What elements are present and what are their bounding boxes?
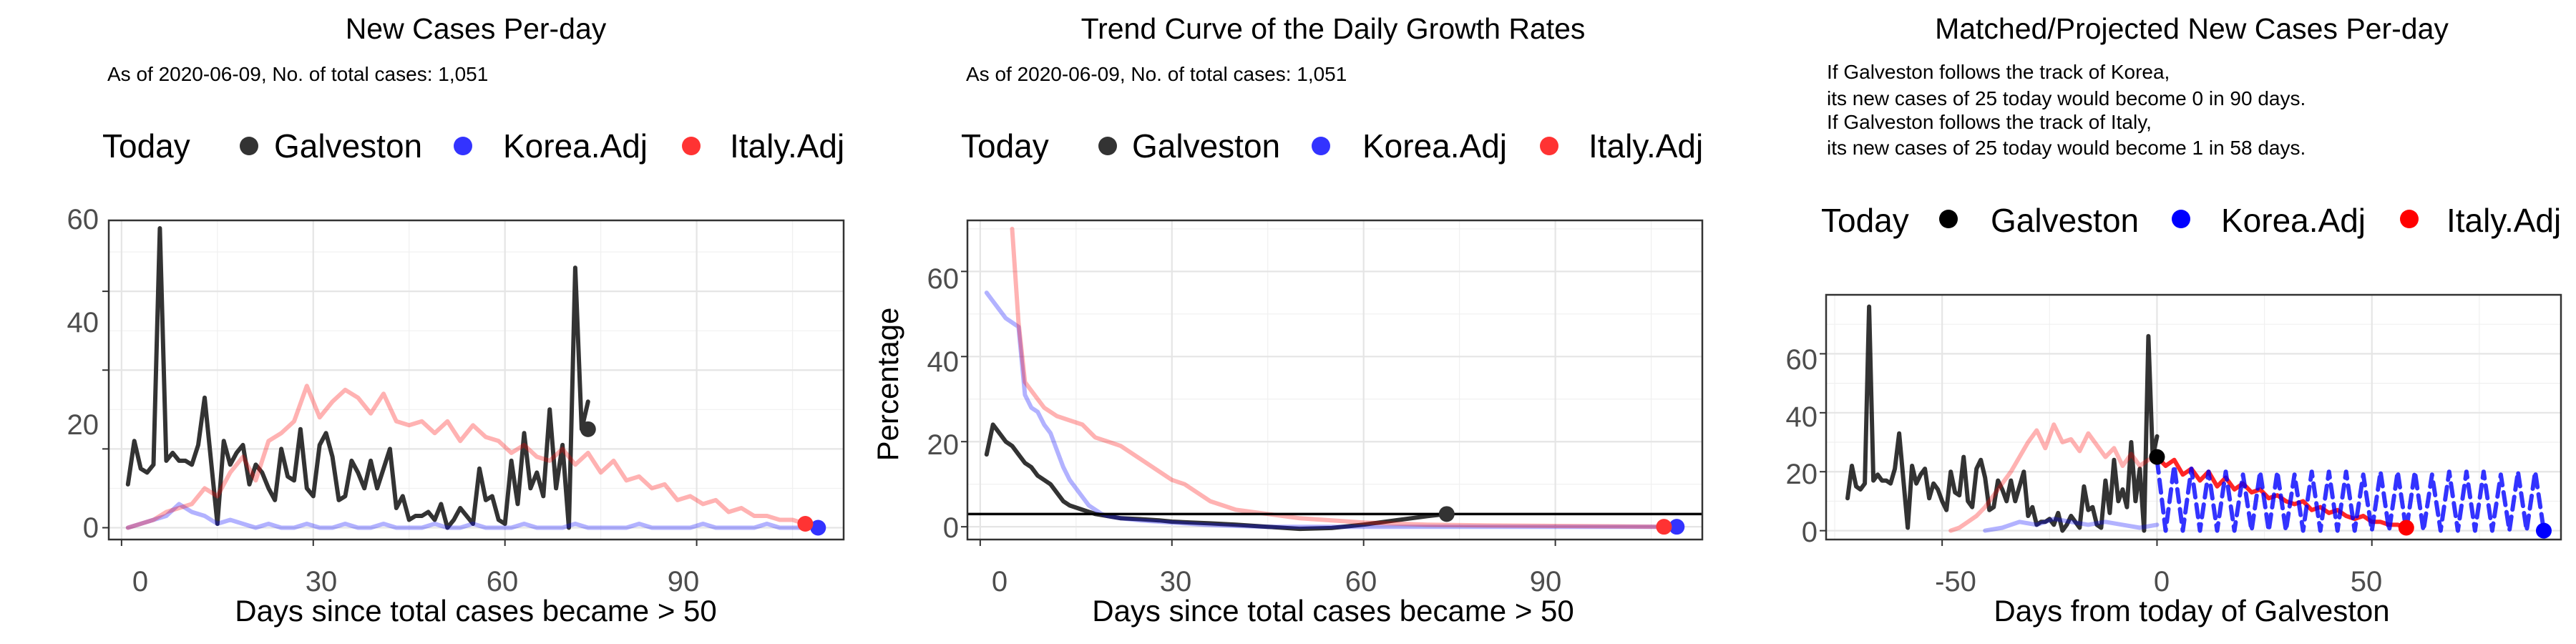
today-point-italy-adj bbox=[2398, 519, 2414, 536]
panel-3-series bbox=[1845, 304, 2546, 533]
panel-1-legend-korea-label: Korea.Adj bbox=[503, 127, 648, 165]
panel-2-grid bbox=[967, 220, 1702, 540]
today-point-korea-adj bbox=[810, 519, 826, 536]
panel-2-ylabel: Percentage bbox=[871, 308, 904, 462]
today-point-galveston bbox=[2149, 449, 2165, 465]
panel-2-legend-italy-label: Italy.Adj bbox=[1589, 127, 1703, 165]
panel-2-plot bbox=[961, 219, 1704, 546]
panel-3-ytick-60: 60 bbox=[1786, 344, 1818, 376]
series-line-italy-adj-matched bbox=[1948, 422, 2160, 533]
series-line-korea-adj-projected bbox=[2155, 457, 2546, 533]
panel-2-legend-title: Today bbox=[961, 127, 1049, 165]
series-line-galveston bbox=[1845, 304, 2160, 533]
panel-1-title: New Cases Per-day bbox=[346, 12, 607, 45]
panel-3-legend-galveston-key bbox=[1939, 210, 1958, 228]
panel-2-legend-korea-key bbox=[1312, 137, 1330, 155]
today-point-korea-adj bbox=[1669, 519, 1685, 535]
panel-2-legend-korea-label: Korea.Adj bbox=[1362, 127, 1507, 165]
panel-3-subtitle-line-4: its new cases of 25 today would become 1… bbox=[1827, 137, 2306, 159]
panel-3-xtick-neg50: -50 bbox=[1935, 566, 1976, 597]
panel-1-series bbox=[125, 226, 821, 530]
series-line-italy-adj bbox=[1010, 226, 1667, 530]
panel-1: New Cases Per-day As of 2020-06-09, No. … bbox=[67, 12, 845, 628]
panel-3-legend-italy-key bbox=[2400, 210, 2419, 228]
panel-2-xtick-60: 60 bbox=[1345, 566, 1377, 597]
panel-2-xtick-0: 0 bbox=[992, 566, 1008, 597]
panel-2-title: Trend Curve of the Daily Growth Rates bbox=[1081, 12, 1586, 45]
today-point-galveston bbox=[580, 421, 596, 437]
today-point-italy-adj bbox=[797, 515, 814, 532]
panel-2-xtick-30: 30 bbox=[1160, 566, 1192, 597]
today-point-galveston bbox=[1438, 506, 1455, 522]
panel-3-xtick-50: 50 bbox=[2351, 566, 2383, 597]
panel-3-plot bbox=[1820, 293, 2562, 546]
series-line-galveston bbox=[984, 422, 1449, 532]
panel-1-xtick-30: 30 bbox=[306, 566, 338, 597]
panel-3-subtitle-line-2: its new cases of 25 today would become 0… bbox=[1827, 87, 2306, 109]
panel-2-border bbox=[966, 219, 1704, 541]
panel-2-ytick-40: 40 bbox=[927, 346, 960, 378]
panel-2-subtitle: As of 2020-06-09, No. of total cases: 1,… bbox=[966, 63, 1347, 85]
series-line-korea-adj bbox=[125, 502, 821, 530]
panel-3-legend-korea-key bbox=[2172, 210, 2190, 228]
panel-1-xtick-90: 90 bbox=[668, 566, 700, 597]
panel-1-legend-italy-key bbox=[682, 137, 701, 155]
panel-1-ytick-0: 0 bbox=[83, 512, 99, 544]
panel-1-border bbox=[107, 219, 845, 541]
panel-2: Trend Curve of the Daily Growth Rates As… bbox=[871, 12, 1704, 628]
panel-2-series bbox=[984, 226, 1679, 532]
series-line-galveston bbox=[125, 226, 590, 530]
panel-3-legend-title: Today bbox=[1821, 202, 1909, 239]
panel-1-legend: Today Galveston Korea.Adj Italy.Adj bbox=[102, 127, 844, 165]
panel-3-subtitle-line-3: If Galveston follows the track of Italy, bbox=[1827, 111, 2152, 133]
panel-1-ytick-40: 40 bbox=[67, 307, 99, 338]
panel-1-ytick-20: 20 bbox=[67, 409, 99, 441]
panel-1-xlabel: Days since total cases became > 50 bbox=[235, 594, 717, 628]
panel-3-legend-korea-label: Korea.Adj bbox=[2221, 202, 2366, 239]
today-point-italy-adj bbox=[1656, 519, 1672, 535]
panel-3-ytick-20: 20 bbox=[1786, 459, 1818, 490]
series-line-italy-adj bbox=[125, 384, 808, 530]
panel-1-legend-korea-key bbox=[454, 137, 472, 155]
panel-3-legend-galveston-label: Galveston bbox=[1991, 202, 2139, 239]
panel-2-ytick-20: 20 bbox=[927, 429, 960, 461]
panel-1-legend-italy-label: Italy.Adj bbox=[730, 127, 844, 165]
today-point-korea-adj bbox=[2535, 522, 2552, 539]
panel-2-legend-galveston-key bbox=[1098, 137, 1117, 155]
panel-3-xlabel: Days from today of Galveston bbox=[1994, 594, 2389, 628]
panel-1-legend-galveston-label: Galveston bbox=[274, 127, 422, 165]
panel-3: Matched/Projected New Cases Per-day If G… bbox=[1786, 12, 2562, 628]
panel-1-ytick-60: 60 bbox=[67, 204, 99, 235]
panel-1-legend-galveston-key bbox=[240, 137, 258, 155]
panel-1-xtick-60: 60 bbox=[487, 566, 519, 597]
panel-3-subtitle-line-1: If Galveston follows the track of Korea, bbox=[1827, 61, 2170, 83]
panel-3-xtick-0: 0 bbox=[2154, 566, 2170, 597]
panel-2-legend-italy-key bbox=[1540, 137, 1558, 155]
panel-2-ytick-60: 60 bbox=[927, 263, 960, 295]
panel-1-xtick-0: 0 bbox=[132, 566, 148, 597]
panel-2-xlabel: Days since total cases became > 50 bbox=[1092, 594, 1574, 628]
panel-3-ytick-40: 40 bbox=[1786, 401, 1818, 433]
panel-2-ytick-0: 0 bbox=[943, 512, 959, 544]
panel-2-legend-galveston-label: Galveston bbox=[1132, 127, 1280, 165]
panel-2-xtick-90: 90 bbox=[1530, 566, 1562, 597]
panel-1-legend-title: Today bbox=[102, 127, 190, 165]
panel-3-legend: Today Galveston Korea.Adj Italy.Adj bbox=[1821, 202, 2561, 239]
panel-3-ytick-0: 0 bbox=[1802, 517, 1818, 548]
series-line-korea-adj-matched bbox=[1983, 517, 2160, 533]
panel-3-title: Matched/Projected New Cases Per-day bbox=[1935, 12, 2449, 45]
panel-1-plot bbox=[102, 219, 845, 546]
panel-3-legend-italy-label: Italy.Adj bbox=[2446, 202, 2561, 239]
panel-1-subtitle: As of 2020-06-09, No. of total cases: 1,… bbox=[107, 63, 488, 85]
panel-3-grid bbox=[1826, 295, 2561, 540]
panel-3-border bbox=[1825, 293, 2562, 541]
series-line-korea-adj bbox=[984, 291, 1679, 530]
panel-2-legend: Today Galveston Korea.Adj Italy.Adj bbox=[961, 127, 1703, 165]
